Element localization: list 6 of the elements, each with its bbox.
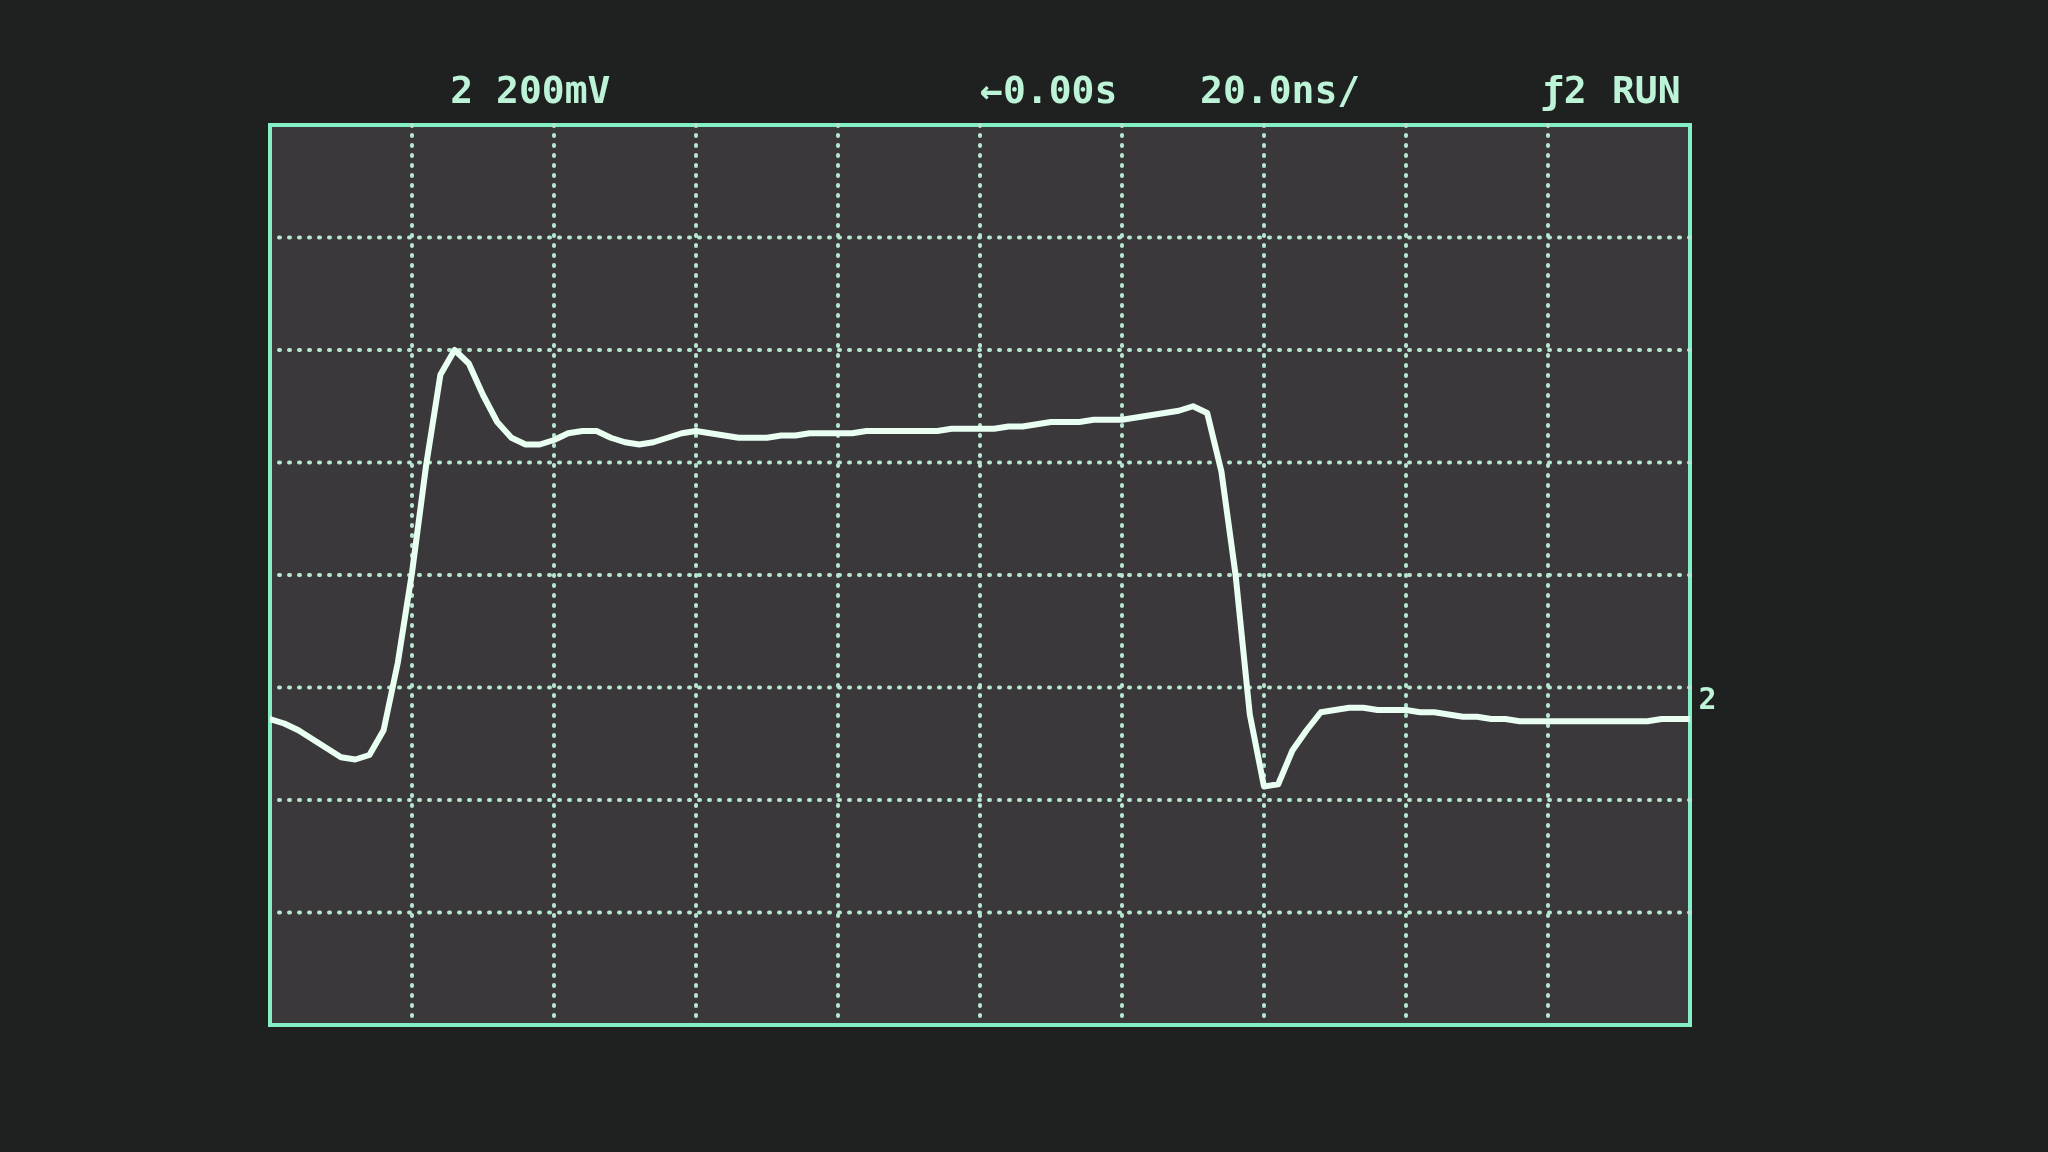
text: 2 200mV [450, 68, 611, 112]
text: RUN [1611, 68, 1681, 112]
text: 20.0ns/ [1200, 68, 1361, 112]
text: 2 [1698, 681, 1717, 716]
text: ƒ2 [1540, 68, 1587, 112]
text: ←0.00s [980, 68, 1118, 112]
